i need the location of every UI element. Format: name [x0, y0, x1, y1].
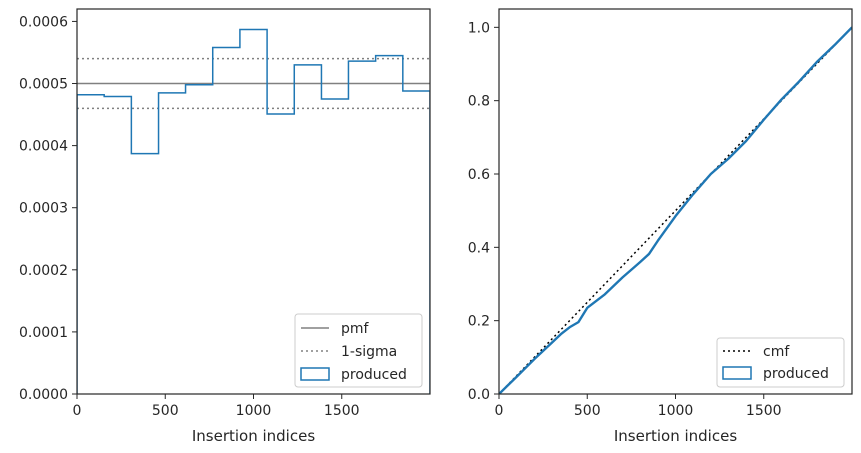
legend-swatch-produced: [722, 366, 752, 380]
x-tick-label: 500: [152, 403, 179, 419]
cumulative-chart: 0 500 1000 1500 0.0 0.2 0.4 0.6 0.8 1.0 Insertion …: [468, 8, 853, 445]
x-tick-label: 1500: [746, 403, 782, 419]
y-tick-label: 0.0002: [19, 263, 68, 279]
y-tick-label: 0.6: [468, 167, 490, 183]
y-tick-label: 0.8: [468, 94, 490, 110]
x-tick-label: 500: [574, 403, 601, 419]
y-tick-label: 0.0000: [19, 387, 68, 403]
legend-label: pmf: [341, 321, 370, 337]
x-tick-label: 1000: [658, 403, 694, 419]
legend: cmf produced: [716, 337, 845, 388]
y-tick-label: 0.0001: [19, 325, 68, 341]
y-tick-label: 0.0004: [19, 139, 68, 155]
y-tick-label: 0.0006: [19, 14, 68, 30]
x-tick-label: 0: [73, 403, 82, 419]
x-axis-label: Insertion indices: [192, 427, 315, 445]
legend-label: 1-sigma: [341, 344, 397, 360]
y-tick-label: 1.0: [468, 20, 490, 36]
y-tick-label: 0.0: [468, 387, 490, 403]
legend-label: produced: [763, 366, 829, 382]
produced-histogram: [77, 28, 430, 394]
plot-frame: [76, 8, 431, 395]
legend: pmf 1-sigma produced: [294, 313, 423, 388]
x-tick-label: 1500: [324, 403, 360, 419]
x-tick-label: 0: [495, 403, 504, 419]
y-tick-label: 0.0005: [19, 77, 68, 93]
legend-label: cmf: [763, 344, 790, 360]
y-tick-label: 0.0003: [19, 201, 68, 217]
x-axis-label: Insertion indices: [614, 427, 737, 445]
plot-area: [499, 26, 852, 394]
produced-cumulative: [499, 26, 852, 394]
plot-frame: [498, 8, 853, 395]
legend-swatch-produced: [300, 367, 330, 381]
x-tick-label: 1000: [236, 403, 272, 419]
plot-area: [77, 28, 430, 394]
y-tick-label: 0.4: [468, 240, 490, 256]
legend-label: produced: [341, 367, 407, 383]
histogram-chart: 0 500 1000 1500 0.0000 0.0001 0.0002 0.0003 0.00…: [19, 8, 431, 445]
y-tick-label: 0.2: [468, 314, 490, 330]
